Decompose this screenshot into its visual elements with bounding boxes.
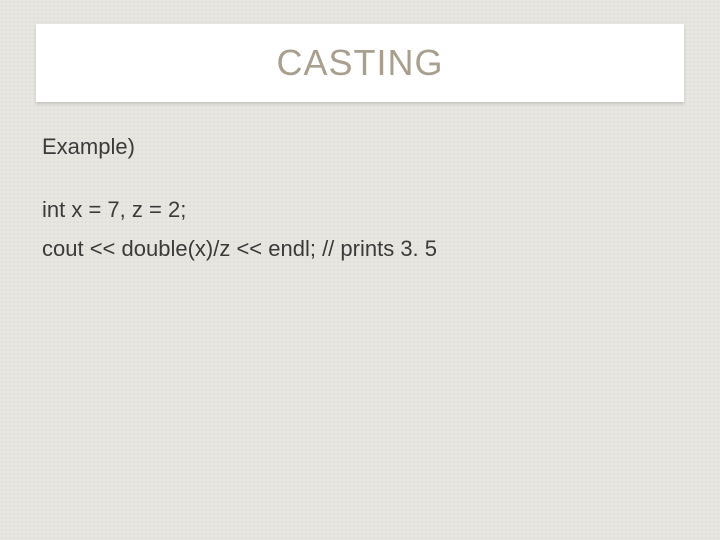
code-line-2: cout << double(x)/z << endl; // prints 3… (42, 232, 678, 265)
title-box: CASTING (36, 24, 684, 102)
slide-content: Example) int x = 7, z = 2; cout << doubl… (42, 130, 678, 271)
slide-title: CASTING (276, 42, 443, 84)
spacer (42, 169, 678, 193)
example-label: Example) (42, 130, 678, 163)
code-line-1: int x = 7, z = 2; (42, 193, 678, 226)
